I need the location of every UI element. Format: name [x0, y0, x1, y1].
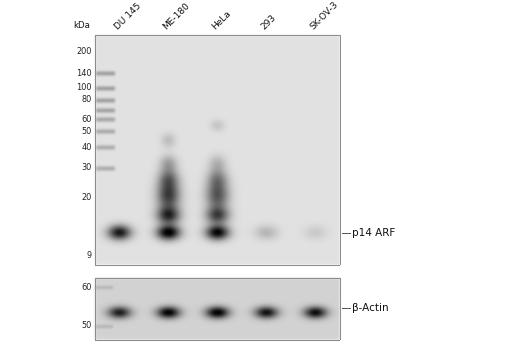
Text: kDa: kDa	[73, 21, 90, 30]
Text: 9: 9	[87, 252, 92, 260]
Text: 60: 60	[82, 282, 92, 292]
Text: 50: 50	[82, 322, 92, 330]
Text: SK-OV-3: SK-OV-3	[309, 0, 340, 31]
Text: 30: 30	[82, 163, 92, 173]
Text: 80: 80	[82, 96, 92, 105]
Text: ME-180: ME-180	[162, 1, 192, 31]
Text: 40: 40	[82, 142, 92, 152]
Text: 20: 20	[82, 194, 92, 203]
Text: β-Actin: β-Actin	[352, 303, 388, 313]
Text: 293: 293	[259, 13, 278, 31]
Text: p14 ARF: p14 ARF	[352, 228, 395, 238]
Text: 140: 140	[76, 69, 92, 77]
Text: HeLa: HeLa	[211, 8, 233, 31]
Text: 60: 60	[82, 114, 92, 124]
Text: 50: 50	[82, 126, 92, 135]
Text: DU 145: DU 145	[113, 1, 142, 31]
Text: 100: 100	[76, 84, 92, 92]
Text: 200: 200	[76, 48, 92, 56]
